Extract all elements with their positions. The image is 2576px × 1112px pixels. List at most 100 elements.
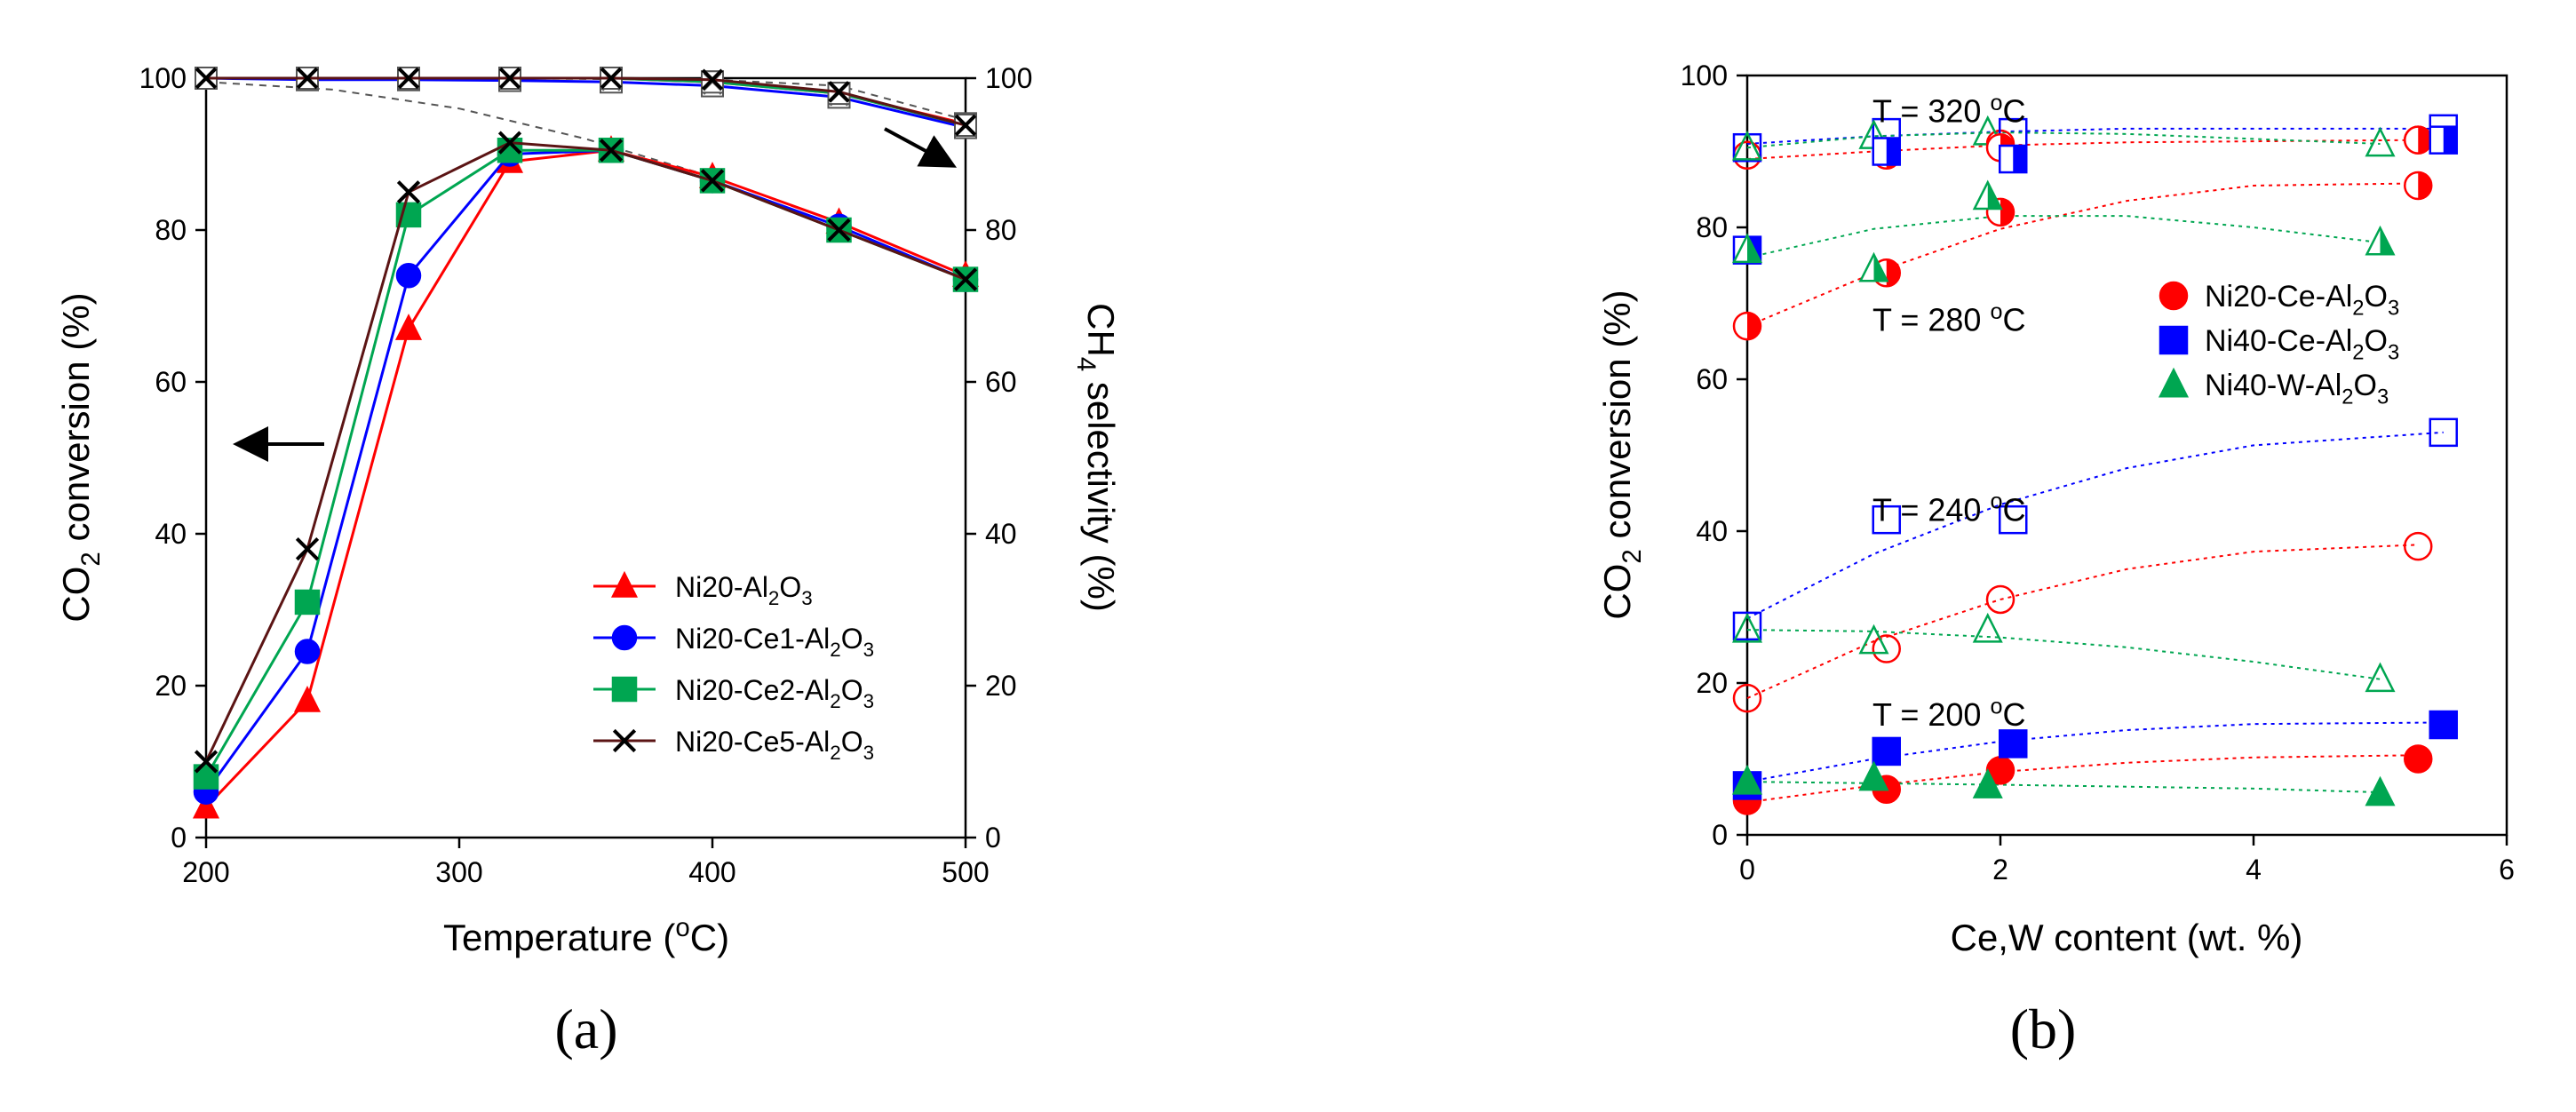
legend-marker — [2159, 281, 2189, 311]
panel-b-plot-frame — [1745, 74, 2508, 837]
series-3-selectivity-point — [195, 67, 218, 90]
point-280-8-fill — [2380, 227, 2394, 255]
point-200-1-shape — [1999, 729, 2028, 759]
series-3-conversion-point — [295, 536, 320, 561]
point-200-1 — [1999, 729, 2028, 759]
panel-b-x-axis-label: Ce,W content (wt. %) — [1951, 917, 2303, 958]
point-240-3-shape — [1732, 683, 1762, 713]
series-3-conversion-point — [194, 750, 219, 774]
panel-a-y-axis-label-left: CO2 conversion (%) — [55, 292, 106, 622]
point-280-8 — [1972, 179, 2003, 210]
series-3-selectivity-point — [296, 67, 319, 90]
series-3-selectivity-point — [954, 114, 977, 137]
panel-b-chart: 0 20 40 60 80 100 0 2 4 6 T = 320 oC T = 280 oC T … — [1596, 60, 2515, 1060]
legend-marker-shape — [611, 676, 638, 703]
point-240-5 — [2365, 662, 2396, 693]
point-240-5-shape — [1731, 612, 1763, 643]
legend-label: Ni20-Ce5-Al2O3 — [675, 726, 874, 764]
point-280-8-fill — [1873, 254, 1888, 282]
point-200-0 — [2404, 744, 2433, 774]
series-3-selectivity-point-stroke-2 — [195, 67, 218, 90]
trend-240-3 — [1746, 544, 2419, 700]
temperature-label: T = 320 oC — [1872, 91, 2025, 130]
point-200-2-shape — [1972, 768, 2003, 798]
point-200-0-shape — [2404, 744, 2433, 774]
point-320-13 — [1999, 144, 2028, 174]
legend-marker-stroke-2 — [612, 728, 637, 753]
panel-b-label: (b) — [2010, 997, 2077, 1060]
y-tick-label-right: 100 — [985, 62, 1032, 94]
point-240-5 — [1972, 612, 2003, 643]
legend-marker-shape — [2159, 325, 2189, 355]
series-2-conversion-point — [294, 589, 321, 616]
series-3-conversion-point-stroke-2 — [194, 750, 219, 774]
point-200-2 — [2365, 775, 2396, 806]
legend-marker — [611, 676, 638, 703]
point-320-13-fill — [1886, 138, 1900, 165]
point-320-12 — [2404, 125, 2433, 155]
trend-320-11 — [1746, 131, 2381, 149]
series-0-conversion-point — [394, 314, 423, 340]
series-3-conversion-point — [599, 139, 624, 163]
point-200-2 — [1858, 760, 1889, 791]
series-3-conversion-point-stroke-2 — [953, 267, 978, 291]
point-240-4-shape — [1732, 611, 1762, 641]
point-240-5 — [1858, 624, 1889, 655]
series-3-selectivity-point-stroke-2 — [498, 67, 521, 90]
panel-a-x-axis-label: Temperature (oC) — [443, 913, 729, 958]
point-320-11-shape — [2365, 126, 2396, 157]
trend-200-0 — [1746, 754, 2419, 804]
point-200-1 — [1872, 736, 1901, 766]
legend-label: Ni40-Ce-Al2O3 — [2205, 324, 2399, 365]
point-320-11 — [1731, 130, 1763, 161]
series-3-selectivity-point — [828, 81, 850, 103]
panel-a-plot-frame — [204, 76, 967, 839]
legend-marker-shape — [610, 570, 639, 598]
point-280-6-fill — [1747, 313, 1761, 340]
y-tick-label: 40 — [1696, 515, 1728, 547]
trend-280-6 — [1746, 182, 2419, 328]
temperature-label: T = 200 oC — [1872, 695, 2025, 734]
series-2-conversion-point-shape — [294, 589, 321, 616]
point-240-4 — [1999, 504, 2028, 535]
legend-label: Ni40-W-Al2O3 — [2205, 369, 2389, 409]
point-320-13 — [1872, 137, 1901, 166]
point-240-3 — [2404, 531, 2433, 561]
point-280-8-fill — [1987, 182, 2001, 209]
panel-a-y-axis-label-right: CH4 selectivity (%) — [1071, 303, 1122, 612]
series-3-selectivity-point — [397, 67, 420, 90]
legend-label: Ni20-Al2O3 — [675, 571, 813, 609]
panel-a-chart: 0 20 40 60 80 100 0 20 40 60 80 100 200 300 400 500 N… — [55, 62, 1122, 1060]
point-240-4-shape — [2429, 417, 2458, 448]
y-tick-label: 0 — [1712, 819, 1728, 851]
x-tick-label: 4 — [2246, 854, 2262, 886]
series-1-conversion-point-shape — [294, 639, 321, 664]
panel-b-y-axis-label: CO2 conversion (%) — [1596, 290, 1647, 619]
y-tick-label-right: 80 — [985, 214, 1017, 246]
y-tick-label: 80 — [1696, 211, 1728, 243]
legend-marker — [2158, 367, 2190, 398]
series-1-selectivity-line — [205, 76, 966, 130]
point-240-4-shape — [1872, 504, 1901, 535]
y-tick-label-left: 20 — [155, 670, 187, 702]
point-240-3-shape — [2404, 531, 2433, 561]
y-tick-label-left: 40 — [155, 518, 187, 550]
series-1-conversion-point-shape — [395, 263, 422, 289]
series-3-conversion-point — [827, 218, 851, 242]
y-tick-label: 60 — [1696, 363, 1728, 395]
x-tick-label: 200 — [182, 856, 229, 888]
point-320-12-fill — [2418, 126, 2432, 154]
temperature-label: T = 280 oC — [1872, 299, 2025, 338]
series-3-conversion-point — [953, 267, 978, 291]
point-280-8 — [1858, 251, 1889, 282]
series-3-selectivity-point — [498, 67, 521, 90]
point-200-1 — [2429, 710, 2458, 740]
point-320-13 — [2429, 125, 2458, 155]
series-3-conversion-point-stroke-2 — [497, 131, 522, 155]
y-tick-label-left: 60 — [155, 366, 187, 398]
x-tick-label: 2 — [1992, 854, 2008, 886]
y-tick-label: 20 — [1696, 667, 1728, 699]
point-240-5-shape — [1858, 624, 1889, 655]
series-0-conversion-point-shape — [394, 314, 423, 340]
series-3-conversion-point-stroke-2 — [599, 139, 624, 163]
